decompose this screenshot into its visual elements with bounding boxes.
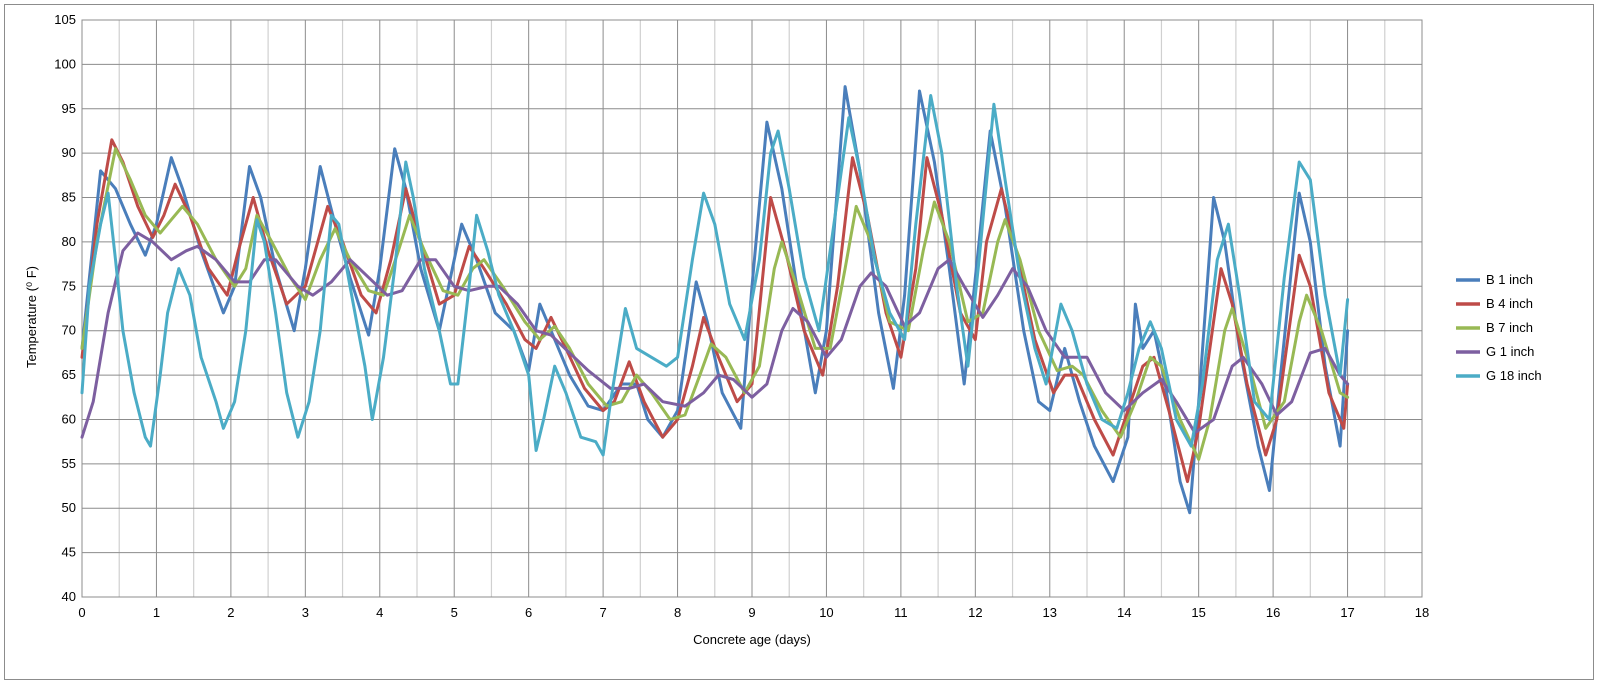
x-tick-label: 10 <box>819 605 833 620</box>
series-line-5 <box>80 94 1350 457</box>
x-tick-label: 3 <box>302 605 309 620</box>
x-tick-label: 16 <box>1266 605 1280 620</box>
x-axis-title: Concrete age (days) <box>693 632 811 647</box>
x-tick-label: 2 <box>227 605 234 620</box>
y-tick-label: 80 <box>62 234 76 249</box>
legend-label: G 18 inch <box>1486 368 1542 383</box>
x-tick-label: 7 <box>599 605 606 620</box>
x-tick-label: 0 <box>78 605 85 620</box>
y-tick-label: 50 <box>62 500 76 515</box>
y-tick-label: 70 <box>62 323 76 338</box>
x-tick-label: 13 <box>1043 605 1057 620</box>
x-tick-label: 15 <box>1191 605 1205 620</box>
x-tick-label: 8 <box>674 605 681 620</box>
plot-area <box>81 19 1423 598</box>
x-tick-label: 18 <box>1415 605 1429 620</box>
x-tick-label: 6 <box>525 605 532 620</box>
grid <box>81 19 1423 598</box>
legend: B 1 inch B 4 inch B 7 inch G 1 inch G 18 inc… <box>1456 272 1542 383</box>
x-tick-label: 17 <box>1340 605 1354 620</box>
y-tick-label: 65 <box>62 367 76 382</box>
y-tick-label: 90 <box>62 145 76 160</box>
series-line-4 <box>80 231 1350 439</box>
x-tick-label: 1 <box>153 605 160 620</box>
x-tick-label: 11 <box>894 605 908 620</box>
y-tick-label: 95 <box>62 101 76 116</box>
series-lines <box>80 85 1350 515</box>
y-tick-label: 40 <box>62 589 76 604</box>
y-tick-label: 75 <box>62 278 76 293</box>
x-tick-label: 9 <box>748 605 755 620</box>
y-axis-title: Temperature (⁰ F) <box>24 266 39 368</box>
legend-label: B 4 inch <box>1486 296 1533 311</box>
y-tick-label: 60 <box>62 411 76 426</box>
x-tick-label: 5 <box>451 605 458 620</box>
x-tick-label: 4 <box>376 605 383 620</box>
legend-label: B 7 inch <box>1486 320 1533 335</box>
x-tick-label: 14 <box>1117 605 1131 620</box>
chart-frame <box>4 4 1594 680</box>
y-tick-label: 45 <box>62 545 76 560</box>
y-tick-label: 105 <box>54 12 76 27</box>
y-tick-label: 100 <box>54 56 76 71</box>
y-tick-label: 85 <box>62 190 76 205</box>
legend-label: B 1 inch <box>1486 272 1533 287</box>
legend-label: G 1 inch <box>1486 344 1534 359</box>
series-line-2 <box>80 138 1350 484</box>
y-tick-label: 55 <box>62 456 76 471</box>
x-tick-label: 12 <box>968 605 982 620</box>
